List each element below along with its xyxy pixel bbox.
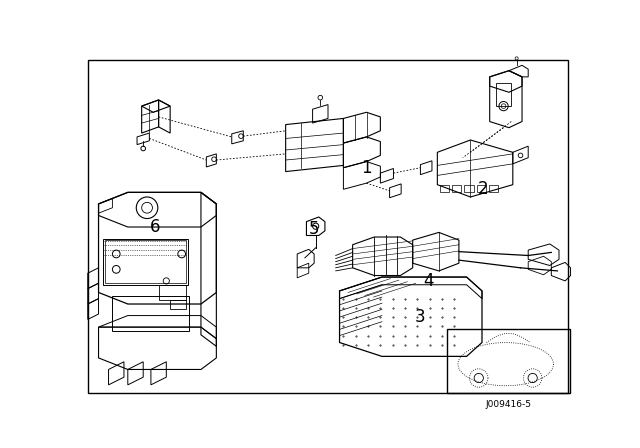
Text: 4: 4: [423, 272, 433, 290]
Bar: [447, 329, 570, 392]
Bar: [105, 240, 186, 283]
Text: 3: 3: [415, 308, 426, 326]
Text: 2: 2: [478, 180, 489, 198]
Text: 1: 1: [361, 159, 372, 177]
Text: J009416-5: J009416-5: [485, 400, 531, 409]
Text: 6: 6: [150, 218, 160, 236]
Bar: [170, 300, 186, 310]
Bar: [464, 185, 474, 192]
Bar: [496, 83, 511, 106]
Bar: [489, 185, 498, 192]
Bar: [103, 238, 188, 285]
Text: 5: 5: [309, 220, 319, 238]
Bar: [440, 185, 449, 192]
Bar: [113, 296, 189, 331]
Bar: [477, 185, 486, 192]
Bar: [159, 285, 186, 300]
Bar: [452, 185, 461, 192]
